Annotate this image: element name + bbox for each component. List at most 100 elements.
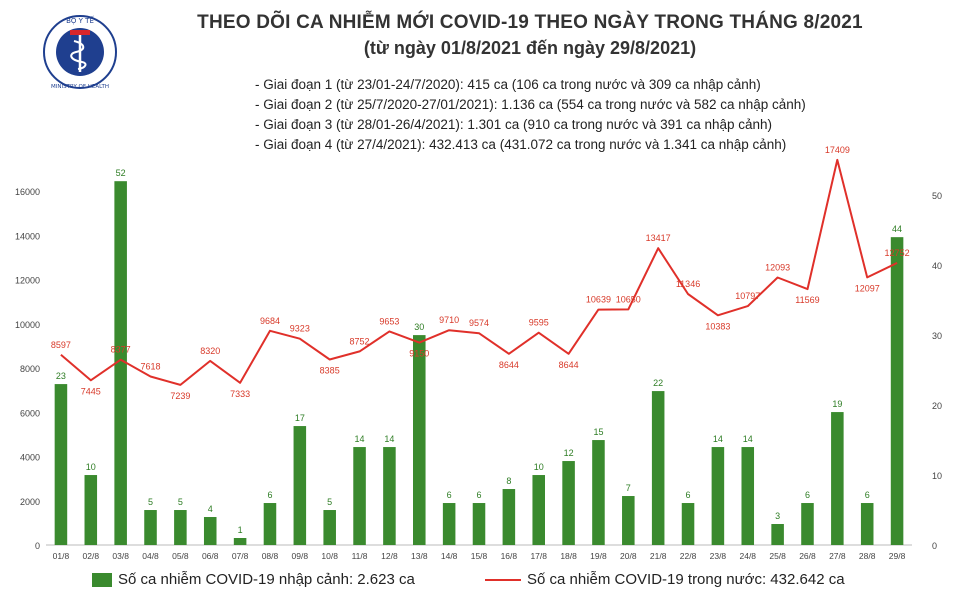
x-tick-label: 16/8 <box>501 551 518 561</box>
x-tick-label: 13/8 <box>411 551 428 561</box>
bar <box>711 447 725 545</box>
bar <box>323 510 336 545</box>
bar <box>174 510 187 545</box>
x-tick-label: 01/8 <box>53 551 70 561</box>
bar-value-label: 14 <box>384 434 394 444</box>
bar <box>233 538 247 545</box>
chart-title: THEO DÕI CA NHIỄM MỚI COVID-19 THEO NGÀY… <box>197 12 863 33</box>
bar <box>651 391 665 545</box>
line-value-label: 8644 <box>499 360 519 370</box>
stage-summary: - Giai đoạn 1 (từ 23/01-24/7/2020): 415 … <box>255 75 806 155</box>
line-value-label: 8320 <box>200 346 220 356</box>
line-value-label: 7239 <box>170 391 190 401</box>
line-value-label: 8377 <box>111 345 131 355</box>
x-tick-label: 22/8 <box>680 551 697 561</box>
bar-value-label: 8 <box>506 476 511 486</box>
y-right-tick-label: 0 <box>932 541 937 551</box>
y-left-tick-label: 6000 <box>20 408 40 418</box>
y-left-tick-label: 2000 <box>20 497 40 507</box>
bar-value-label: 5 <box>178 497 183 507</box>
bar <box>502 489 516 545</box>
line-value-label: 8385 <box>320 365 340 375</box>
bar-value-label: 6 <box>805 490 810 500</box>
bar-value-label: 30 <box>414 322 424 332</box>
bar <box>592 440 605 545</box>
x-tick-label: 06/8 <box>202 551 219 561</box>
legend-bar-label: Số ca nhiễm COVID-19 nhập cảnh: 2.623 ca <box>118 571 415 588</box>
line-value-label: 11569 <box>795 295 819 305</box>
x-tick-label: 26/8 <box>799 551 816 561</box>
y-right-tick-label: 30 <box>932 331 942 341</box>
bar-value-label: 14 <box>743 434 753 444</box>
x-tick-label: 24/8 <box>739 551 756 561</box>
bar <box>203 517 217 545</box>
stage-line-1: - Giai đoạn 1 (từ 23/01-24/7/2020): 415 … <box>255 77 761 92</box>
bar <box>771 524 784 545</box>
bar-value-label: 10 <box>534 462 544 472</box>
bar-value-label: 10 <box>86 462 96 472</box>
x-tick-label: 25/8 <box>769 551 786 561</box>
bar-value-label: 19 <box>832 399 842 409</box>
legend-line-label: Số ca nhiễm COVID-19 trong nước: 432.642… <box>527 571 845 588</box>
line-value-label: 17409 <box>825 145 850 155</box>
y-right-tick-label: 50 <box>932 191 942 201</box>
y-left-tick-label: 16000 <box>15 187 40 197</box>
x-tick-label: 23/8 <box>710 551 727 561</box>
x-tick-label: 12/8 <box>381 551 398 561</box>
x-tick-label: 29/8 <box>889 551 906 561</box>
x-tick-label: 03/8 <box>112 551 129 561</box>
bar <box>622 496 635 545</box>
line-value-label: 7618 <box>141 361 161 371</box>
x-tick-label: 11/8 <box>352 551 368 561</box>
bar <box>890 237 904 546</box>
line-value-label: 9150 <box>409 349 429 359</box>
bar <box>532 475 545 545</box>
line-value-label: 8644 <box>559 360 579 370</box>
stage-line-4: - Giai đoạn 4 (từ 27/4/2021): 432.413 ca… <box>255 137 787 152</box>
bar <box>413 335 426 545</box>
x-tick-label: 21/8 <box>650 551 667 561</box>
x-tick-label: 14/8 <box>441 551 458 561</box>
x-tick-label: 02/8 <box>83 551 100 561</box>
line-value-label: 8752 <box>350 336 370 346</box>
line-value-label: 7333 <box>230 389 250 399</box>
line-series <box>60 158 898 386</box>
y-left-tick-label: 0 <box>35 541 40 551</box>
bar <box>472 503 486 545</box>
bar <box>353 447 366 545</box>
line-value-label: 9684 <box>260 316 280 326</box>
bar <box>741 447 755 545</box>
y-left-tick-label: 14000 <box>15 231 40 241</box>
line-value-label: 9710 <box>439 315 459 325</box>
y-right-tick-label: 40 <box>932 261 942 271</box>
bar <box>293 426 307 545</box>
line-value-label: 12093 <box>765 262 790 272</box>
bar-value-label: 6 <box>267 490 272 500</box>
x-tick-label: 27/8 <box>829 551 846 561</box>
bar <box>114 181 127 545</box>
bar <box>84 475 98 545</box>
chart-subtitle: (từ ngày 01/8/2021 đến ngày 29/8/2021) <box>363 38 697 58</box>
ministry-of-health-logo: BỘ Y TẾ MINISTRY OF HEALTH <box>40 8 120 98</box>
stage-line-3: - Giai đoạn 3 (từ 28/01-26/4/2021): 1.30… <box>255 117 773 132</box>
line-value-label: 9323 <box>290 324 310 334</box>
bar <box>562 461 575 545</box>
chart-header: THEO DÕI CA NHIỄM MỚI COVID-19 THEO NGÀY… <box>180 12 880 59</box>
line-value-label: 10639 <box>586 295 611 305</box>
line-value-label: 12752 <box>885 248 910 258</box>
line-value-label: 10383 <box>705 321 730 331</box>
y-left-tick-label: 8000 <box>20 364 40 374</box>
bar-value-label: 44 <box>892 224 902 234</box>
line-value-label: 8597 <box>51 340 71 350</box>
y-left-tick-label: 10000 <box>15 320 40 330</box>
bar-value-label: 15 <box>593 427 603 437</box>
bar-value-label: 14 <box>355 434 365 444</box>
bar-value-label: 14 <box>713 434 723 444</box>
bar <box>681 503 695 545</box>
bar <box>831 412 844 545</box>
logo-top-text: BỘ Y TẾ <box>66 15 94 25</box>
bar <box>383 447 396 545</box>
bar-value-label: 6 <box>447 490 452 500</box>
legend-bar-swatch <box>92 572 112 587</box>
